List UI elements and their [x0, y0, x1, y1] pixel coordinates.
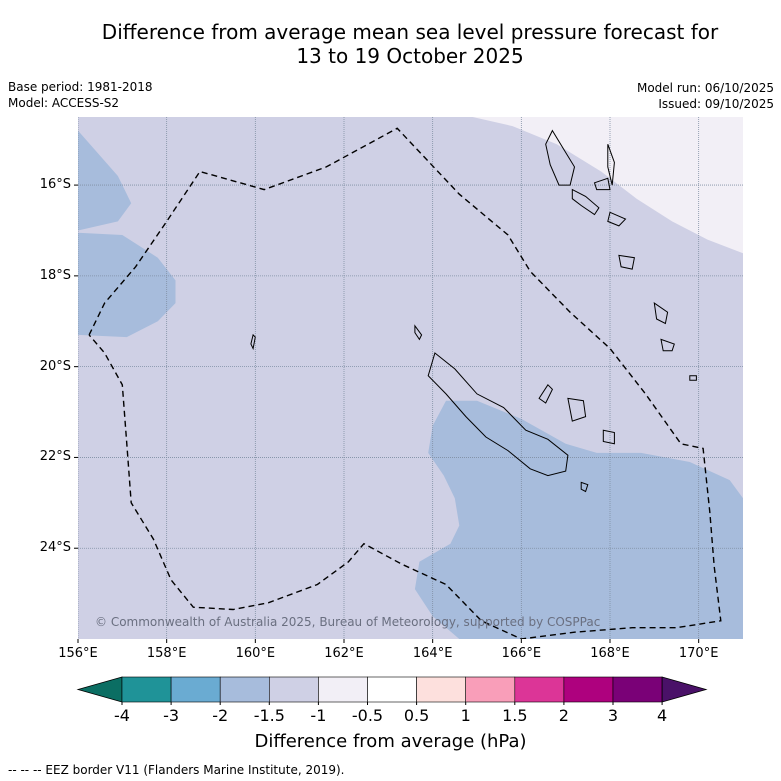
colorbar-over-triangle [661, 676, 708, 703]
longitude-label: 170°E [678, 646, 719, 661]
colorbar-label: Difference from average (hPa) [254, 731, 527, 752]
model-run-text: Model run: 06/10/2025 [636, 81, 774, 95]
coastline [414, 324, 423, 341]
coastline [602, 429, 615, 445]
longitude-label: 166°E [501, 646, 542, 661]
coastline [618, 254, 635, 270]
longitude-label: 164°E [412, 646, 453, 661]
colorbar-tick-label: 1.5 [502, 706, 528, 725]
colorbar-tick-label: -2 [212, 706, 229, 725]
longitude-label: 168°E [590, 646, 630, 661]
longitude-label: 162°E [324, 646, 364, 661]
colorbar-tick-label: -1.5 [253, 706, 285, 725]
coastline [660, 338, 675, 352]
chart-title-line-2: 13 to 19 October 2025 [296, 44, 524, 68]
longitude-label: 156°E [58, 646, 98, 661]
colorbar-segment [219, 676, 270, 703]
longitude-label: 160°E [235, 646, 276, 661]
colorbar-tick-label: 2 [558, 706, 569, 725]
colorbar-segment [367, 676, 417, 703]
coastline [427, 352, 569, 477]
coastline [607, 144, 615, 186]
colorbar-tick-label: 0.5 [403, 706, 430, 725]
latitude-label: 20°S [39, 358, 71, 374]
latitude-label: 16°S [39, 177, 71, 193]
colorbar-segment [416, 676, 467, 703]
coastline [567, 397, 587, 422]
anomaly-region-southeast-low [414, 400, 743, 639]
colorbar-segment [121, 676, 172, 703]
model-text: Model: ACCESS-S2 [8, 96, 120, 110]
coastline [538, 384, 554, 404]
eez-legend-footer: -- -- -- EEZ border V11 (Flanders Marine… [8, 763, 345, 777]
coastline [607, 211, 627, 227]
colorbar-segment [563, 676, 614, 703]
eez-border [88, 127, 722, 639]
colorbar-tick-label: -4 [114, 706, 130, 725]
colorbar-tick-label: 1 [460, 706, 471, 725]
latitude-label: 18°S [39, 267, 71, 283]
colorbar [76, 676, 708, 705]
colorbar-under-triangle [76, 676, 123, 703]
anomaly-region-northeast-high [472, 117, 743, 254]
coastline [689, 375, 697, 381]
coastline [571, 188, 600, 216]
coastline [580, 481, 589, 493]
coastline [250, 333, 256, 351]
coastline [545, 129, 576, 186]
colorbar-segment [268, 676, 319, 703]
colorbar-segment [514, 676, 565, 703]
colorbar-segment [318, 676, 368, 703]
colorbar-tick-label: -1 [310, 706, 327, 725]
copyright-text: © Commonwealth of Australia 2025, Bureau… [95, 615, 600, 629]
colorbar-tick-label: -3 [163, 706, 180, 725]
chart-title-line-1: Difference from average mean sea level p… [101, 20, 719, 44]
coastline [653, 302, 669, 325]
colorbar-segment [170, 676, 221, 703]
latitude-label: 24°S [39, 540, 71, 556]
colorbar-segment [612, 676, 663, 703]
colorbar-tick-label: 3 [607, 706, 619, 725]
colorbar-tick-label: 4 [657, 706, 668, 725]
latitude-label: 22°S [39, 449, 71, 465]
longitude-label: 158°E [146, 646, 187, 661]
anomaly-region-west-low [78, 130, 176, 338]
colorbar-tick-label: -0.5 [351, 706, 384, 725]
base-period-text: Base period: 1981-2018 [8, 80, 153, 94]
coastline [593, 177, 611, 191]
issued-text: Issued: 09/10/2025 [658, 97, 774, 111]
colorbar-segment [465, 676, 516, 703]
map-area [78, 117, 743, 639]
